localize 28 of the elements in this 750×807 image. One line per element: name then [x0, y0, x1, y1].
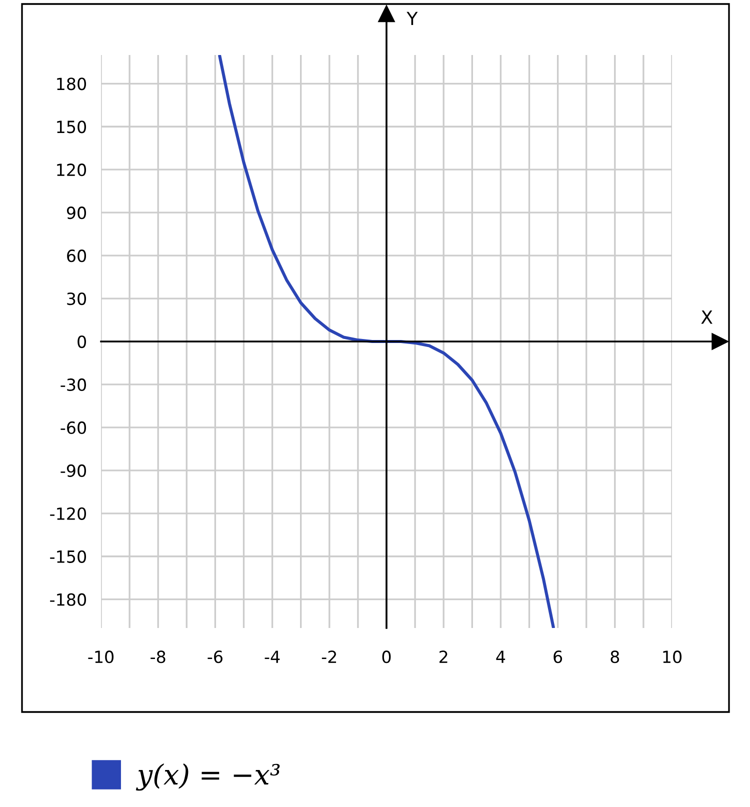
y-tick-label: 60 [67, 250, 86, 262]
y-tick-label: 150 [57, 120, 86, 134]
y-tick-label: 30 [67, 292, 86, 306]
x-tick-label: -8 [150, 650, 166, 664]
x-tick-label: 0 [382, 650, 391, 664]
y-tick-label: 180 [57, 78, 86, 90]
x-axis-title: X [701, 310, 712, 324]
x-tick-label: 4 [496, 650, 506, 663]
x-tick-label: -2 [322, 650, 336, 663]
y-tick-label: -90 [60, 464, 86, 477]
legend-label: y(x) = −x³ [136, 763, 280, 791]
x-tick-label: 8 [610, 650, 620, 664]
y-tick-label: -120 [50, 507, 86, 520]
y-axis-title: Y [406, 12, 418, 26]
y-tick-label: 90 [66, 206, 86, 220]
x-tick-label: -4 [264, 650, 280, 663]
x-tick-label: 2 [440, 650, 448, 663]
x-tick-label: 10 [663, 650, 682, 664]
x-tick-label: -6 [208, 650, 222, 664]
y-tick-label: 120 [57, 164, 86, 176]
y-tick-label: -60 [60, 421, 86, 434]
x-tick-label: 6 [554, 650, 562, 664]
y-tick-label: -180 [50, 593, 86, 606]
y-tick-label: -150 [50, 550, 86, 563]
line-series [218, 55, 555, 628]
x-tick-label: -10 [88, 650, 114, 664]
y-tick-label: -30 [60, 378, 86, 392]
y-tick-label: 0 [78, 335, 86, 348]
